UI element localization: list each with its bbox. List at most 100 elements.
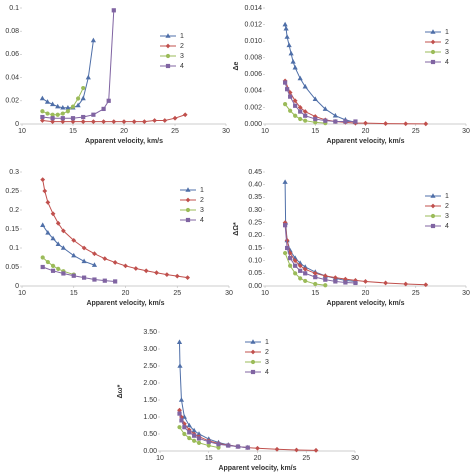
marker <box>60 111 65 116</box>
x-tick-label: 10 <box>261 290 269 297</box>
marker <box>298 109 303 114</box>
marker <box>302 83 308 89</box>
marker <box>121 119 127 125</box>
y-tick-label: 0.1 <box>9 5 19 12</box>
marker <box>177 363 183 368</box>
marker <box>71 252 77 258</box>
marker <box>55 241 61 246</box>
marker <box>286 42 292 48</box>
marker <box>285 87 290 92</box>
y-tick-label: 0.1 <box>9 245 19 252</box>
marker <box>187 430 192 435</box>
y-axis-label: ΔΩ* <box>233 222 240 236</box>
marker <box>297 75 303 81</box>
chart: 0 0.05 0.1 0.15 0.2 0.25 0.3 10 15 20 25 30 Apparent… <box>5 169 233 307</box>
y-tick-label: 2.50 <box>143 363 157 370</box>
y-tick-label: 0 <box>15 121 19 128</box>
marker <box>333 119 338 124</box>
legend-label: 1 <box>265 339 269 346</box>
marker <box>40 109 45 114</box>
marker <box>186 422 192 428</box>
marker <box>101 119 106 125</box>
marker <box>282 179 288 184</box>
marker <box>245 445 250 450</box>
marker <box>313 120 318 125</box>
marker <box>303 278 308 284</box>
y-tick-label: 0.006 <box>244 71 262 78</box>
marker <box>293 271 298 276</box>
y-tick-label: 1.50 <box>143 397 157 404</box>
marker <box>70 104 76 109</box>
marker <box>81 114 86 120</box>
marker <box>55 112 60 117</box>
marker <box>430 49 436 55</box>
marker <box>323 277 328 282</box>
y-tick-label: 0.05 <box>5 264 19 271</box>
y-tick-label: 0.20 <box>248 232 262 239</box>
marker <box>131 119 137 125</box>
marker <box>80 95 86 101</box>
marker <box>177 425 182 430</box>
marker <box>285 245 290 251</box>
marker <box>182 425 187 430</box>
marker <box>403 121 409 127</box>
marker <box>176 339 183 344</box>
legend-label: 4 <box>180 63 184 70</box>
marker <box>430 223 436 229</box>
marker <box>40 114 45 120</box>
legend-label: 4 <box>445 223 449 230</box>
marker <box>323 283 328 288</box>
marker <box>250 349 256 355</box>
y-tick-label: 0.00 <box>143 448 157 455</box>
marker <box>298 276 303 281</box>
x-tick-label: 30 <box>462 290 470 297</box>
marker <box>312 96 318 101</box>
marker <box>40 264 45 270</box>
marker <box>302 266 308 272</box>
x-tick-label: 25 <box>302 455 310 462</box>
x-tick-label: 30 <box>462 128 470 135</box>
marker <box>283 250 288 256</box>
y-tick-label: 0.40 <box>248 182 262 189</box>
legend-label: 1 <box>445 193 449 200</box>
marker <box>302 109 308 114</box>
marker <box>82 275 87 280</box>
marker <box>290 59 296 64</box>
chart: 0.00 0.05 0.10 0.15 0.20 0.25 0.30 0.35 0.40 0.45… <box>233 169 470 307</box>
marker <box>81 85 86 91</box>
marker <box>288 94 293 99</box>
marker <box>45 259 50 265</box>
marker <box>313 281 318 287</box>
marker <box>250 369 256 375</box>
x-tick-label: 20 <box>362 128 370 135</box>
chart: 0.00 0.50 1.00 1.50 2.00 2.50 3.00 3.50 10 15 20 25… <box>117 329 359 472</box>
marker <box>192 433 197 438</box>
marker <box>430 39 436 45</box>
marker <box>81 245 87 251</box>
marker <box>60 245 66 250</box>
marker <box>142 119 147 125</box>
marker <box>111 8 116 13</box>
marker <box>192 438 197 443</box>
y-tick-label: 0.010 <box>244 38 262 45</box>
marker <box>288 108 293 113</box>
marker <box>60 116 65 121</box>
x-tick-label: 15 <box>205 455 213 462</box>
marker <box>70 119 76 125</box>
y-tick-label: 0.3 <box>9 169 19 176</box>
legend-label: 4 <box>200 217 204 224</box>
marker <box>322 273 328 279</box>
marker <box>293 263 298 268</box>
x-axis-label: Apparent velocity, km/s <box>218 465 296 472</box>
marker <box>91 262 98 267</box>
marker <box>102 278 107 283</box>
y-tick-label: 0.25 <box>248 220 262 227</box>
marker <box>50 119 55 125</box>
marker <box>185 197 191 203</box>
marker <box>165 43 171 49</box>
x-tick-label: 20 <box>120 128 128 135</box>
chart: 0 0.02 0.04 0.06 0.08 0.1 10 15 20 25 30 Apparent v… <box>5 5 230 145</box>
marker <box>332 275 338 281</box>
marker <box>283 223 288 228</box>
legend-label: 3 <box>200 207 204 214</box>
